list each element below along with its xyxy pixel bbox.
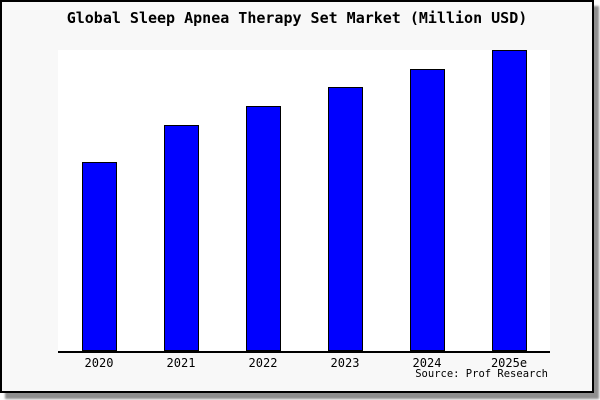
source-label: Source: Prof Research [415,368,548,380]
bar-slot [58,50,140,351]
bar-2021 [163,124,199,351]
plot-area [58,50,550,353]
x-tick-label-2021: 2021 [166,356,196,370]
x-tick-label-2022: 2022 [248,356,278,370]
bar-2025e [491,50,527,351]
x-tick-label-2024: 2024 [412,356,442,370]
bar-slot [140,50,222,351]
x-tick-label-2020: 2020 [84,356,114,370]
bar-2020 [81,161,117,351]
x-tick-label-2023: 2023 [330,356,360,370]
bar-slot [468,50,550,351]
bar-slot [386,50,468,351]
x-axis-labels: 2020 2021 2022 2023 2024 2025e [58,356,550,370]
chart-title: Global Sleep Apnea Therapy Set Market (M… [66,9,528,27]
x-tick-label-2025e: 2025e [490,356,528,370]
bar-slot [304,50,386,351]
bar-slot [222,50,304,351]
bar-2022 [245,106,281,351]
bar-2024 [409,68,445,351]
bar-2023 [327,87,363,351]
